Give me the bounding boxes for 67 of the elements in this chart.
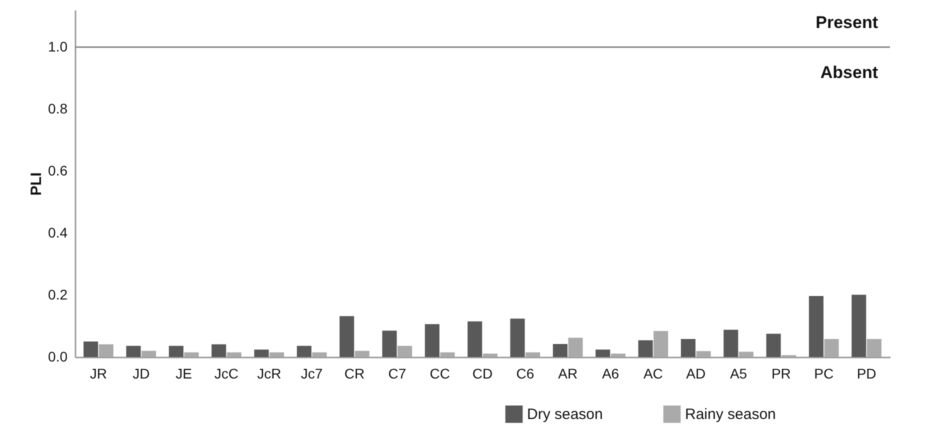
x-tick-label: JD (132, 366, 150, 382)
bar (596, 350, 610, 357)
y-tick-label: 0.4 (48, 224, 68, 241)
x-tick-label: A6 (602, 366, 620, 382)
x-tick-label: CD (472, 366, 493, 382)
bar (808, 296, 824, 357)
bar (354, 350, 370, 357)
x-tick-label: AR (558, 366, 578, 382)
x-tick-label: Jc7 (300, 366, 323, 382)
legend-label: Rainy season (685, 406, 776, 424)
bar (440, 352, 455, 357)
bar (212, 344, 226, 357)
x-tick-label: JE (176, 366, 192, 382)
bar (340, 316, 354, 357)
bar (184, 352, 199, 357)
x-tick-label: JR (90, 366, 108, 382)
y-tick-label: 0.2 (48, 286, 68, 303)
x-tick-label: PC (814, 366, 834, 382)
x-tick-label: C7 (388, 366, 406, 382)
bar (142, 350, 156, 357)
x-tick-label: PD (856, 366, 876, 382)
x-tick-label: JcR (257, 366, 282, 382)
bar (126, 346, 141, 357)
bar (84, 342, 98, 357)
bar (424, 324, 440, 357)
annotation: Present (816, 13, 878, 32)
bar (296, 346, 312, 357)
bar (696, 351, 711, 357)
bar (638, 340, 653, 357)
bar (510, 318, 525, 357)
x-tick-label: A5 (730, 366, 748, 382)
x-tick-label: AC (643, 366, 663, 382)
x-tick-label: CC (430, 366, 450, 382)
bar (568, 338, 583, 357)
bar (610, 354, 626, 357)
bar (824, 339, 839, 357)
bar (226, 352, 242, 357)
bar (738, 352, 754, 357)
bar (468, 321, 482, 357)
y-tick-label: 0.6 (48, 162, 68, 179)
bar (398, 346, 412, 357)
bar (168, 346, 184, 357)
y-axis-title: PLI (28, 172, 46, 196)
x-tick-label: JcC (214, 366, 239, 382)
x-tick-label: C6 (516, 366, 534, 382)
bar (680, 339, 696, 357)
bar (552, 344, 568, 357)
bar (724, 330, 738, 357)
bar (254, 350, 269, 357)
bar (654, 330, 668, 357)
bar (270, 352, 284, 357)
bar (312, 352, 327, 357)
y-tick-label: 0.8 (48, 100, 68, 117)
legend-label: Dry season (527, 406, 603, 424)
bar (482, 354, 498, 357)
bar (766, 334, 781, 357)
bar (382, 330, 397, 357)
bar (526, 352, 540, 357)
y-tick-label: 0.0 (48, 348, 68, 364)
x-tick-label: PR (771, 366, 791, 382)
x-tick-label: AD (686, 366, 706, 382)
y-tick-label: 1.0 (48, 38, 68, 55)
x-tick-label: CR (344, 366, 365, 382)
bar (866, 339, 882, 357)
annotation: Absent (820, 63, 878, 82)
bar (852, 294, 866, 357)
bar (98, 344, 114, 357)
